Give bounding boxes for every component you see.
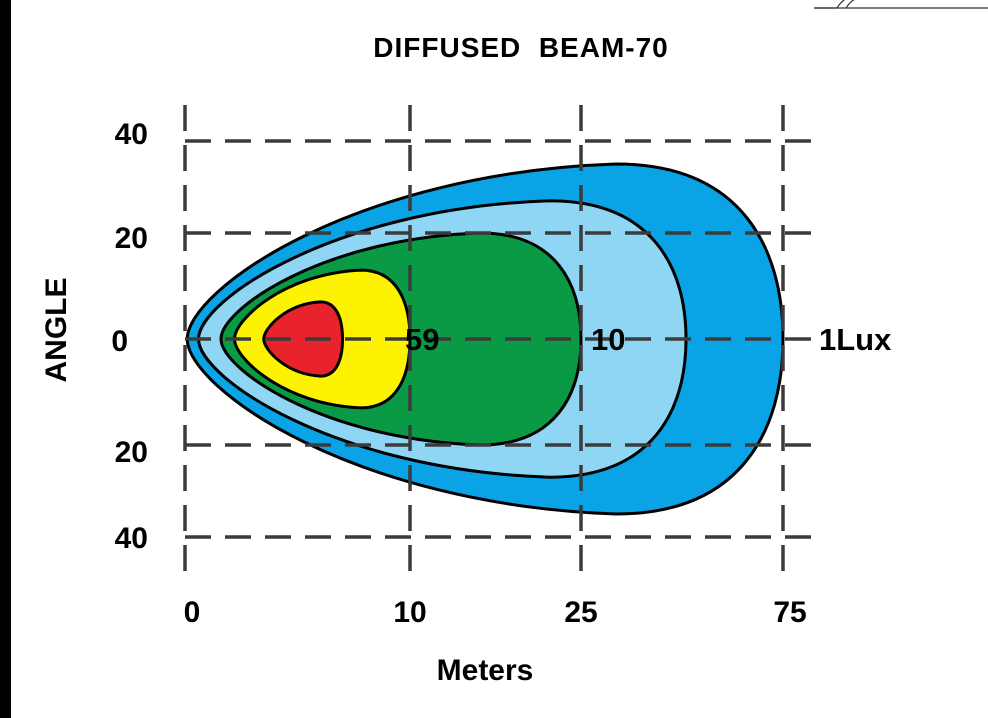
- corner-decoration: [814, 0, 988, 9]
- x-tick-label: 25: [564, 596, 597, 629]
- y-tick-label: 40: [115, 118, 148, 151]
- y-tick-label: 40: [115, 522, 148, 555]
- y-tick-label: 20: [115, 222, 148, 255]
- chart-title: DIFFUSED BEAM-70: [373, 32, 668, 63]
- beam-zone-100-lux: [262, 300, 345, 378]
- contour-labels: 59 10 1Lux: [405, 322, 892, 357]
- y-axis: 40 20 0 20 40 ANGLE: [40, 118, 148, 555]
- gridlines: [183, 105, 815, 580]
- x-tick-label: 10: [393, 596, 426, 629]
- contour-label-10: 10: [591, 322, 625, 357]
- contour-label-1lux: 1Lux: [819, 322, 892, 357]
- x-tick-label: 0: [184, 596, 201, 629]
- y-axis-title: ANGLE: [40, 278, 73, 383]
- contour-label-59: 59: [405, 322, 439, 357]
- x-axis-title: Meters: [437, 654, 534, 687]
- x-axis: 0 10 25 75 Meters: [184, 596, 807, 687]
- left-border-bar: [0, 0, 11, 718]
- x-tick-label: 75: [773, 596, 806, 629]
- y-tick-label: 0: [111, 325, 128, 358]
- y-tick-label: 20: [115, 436, 148, 469]
